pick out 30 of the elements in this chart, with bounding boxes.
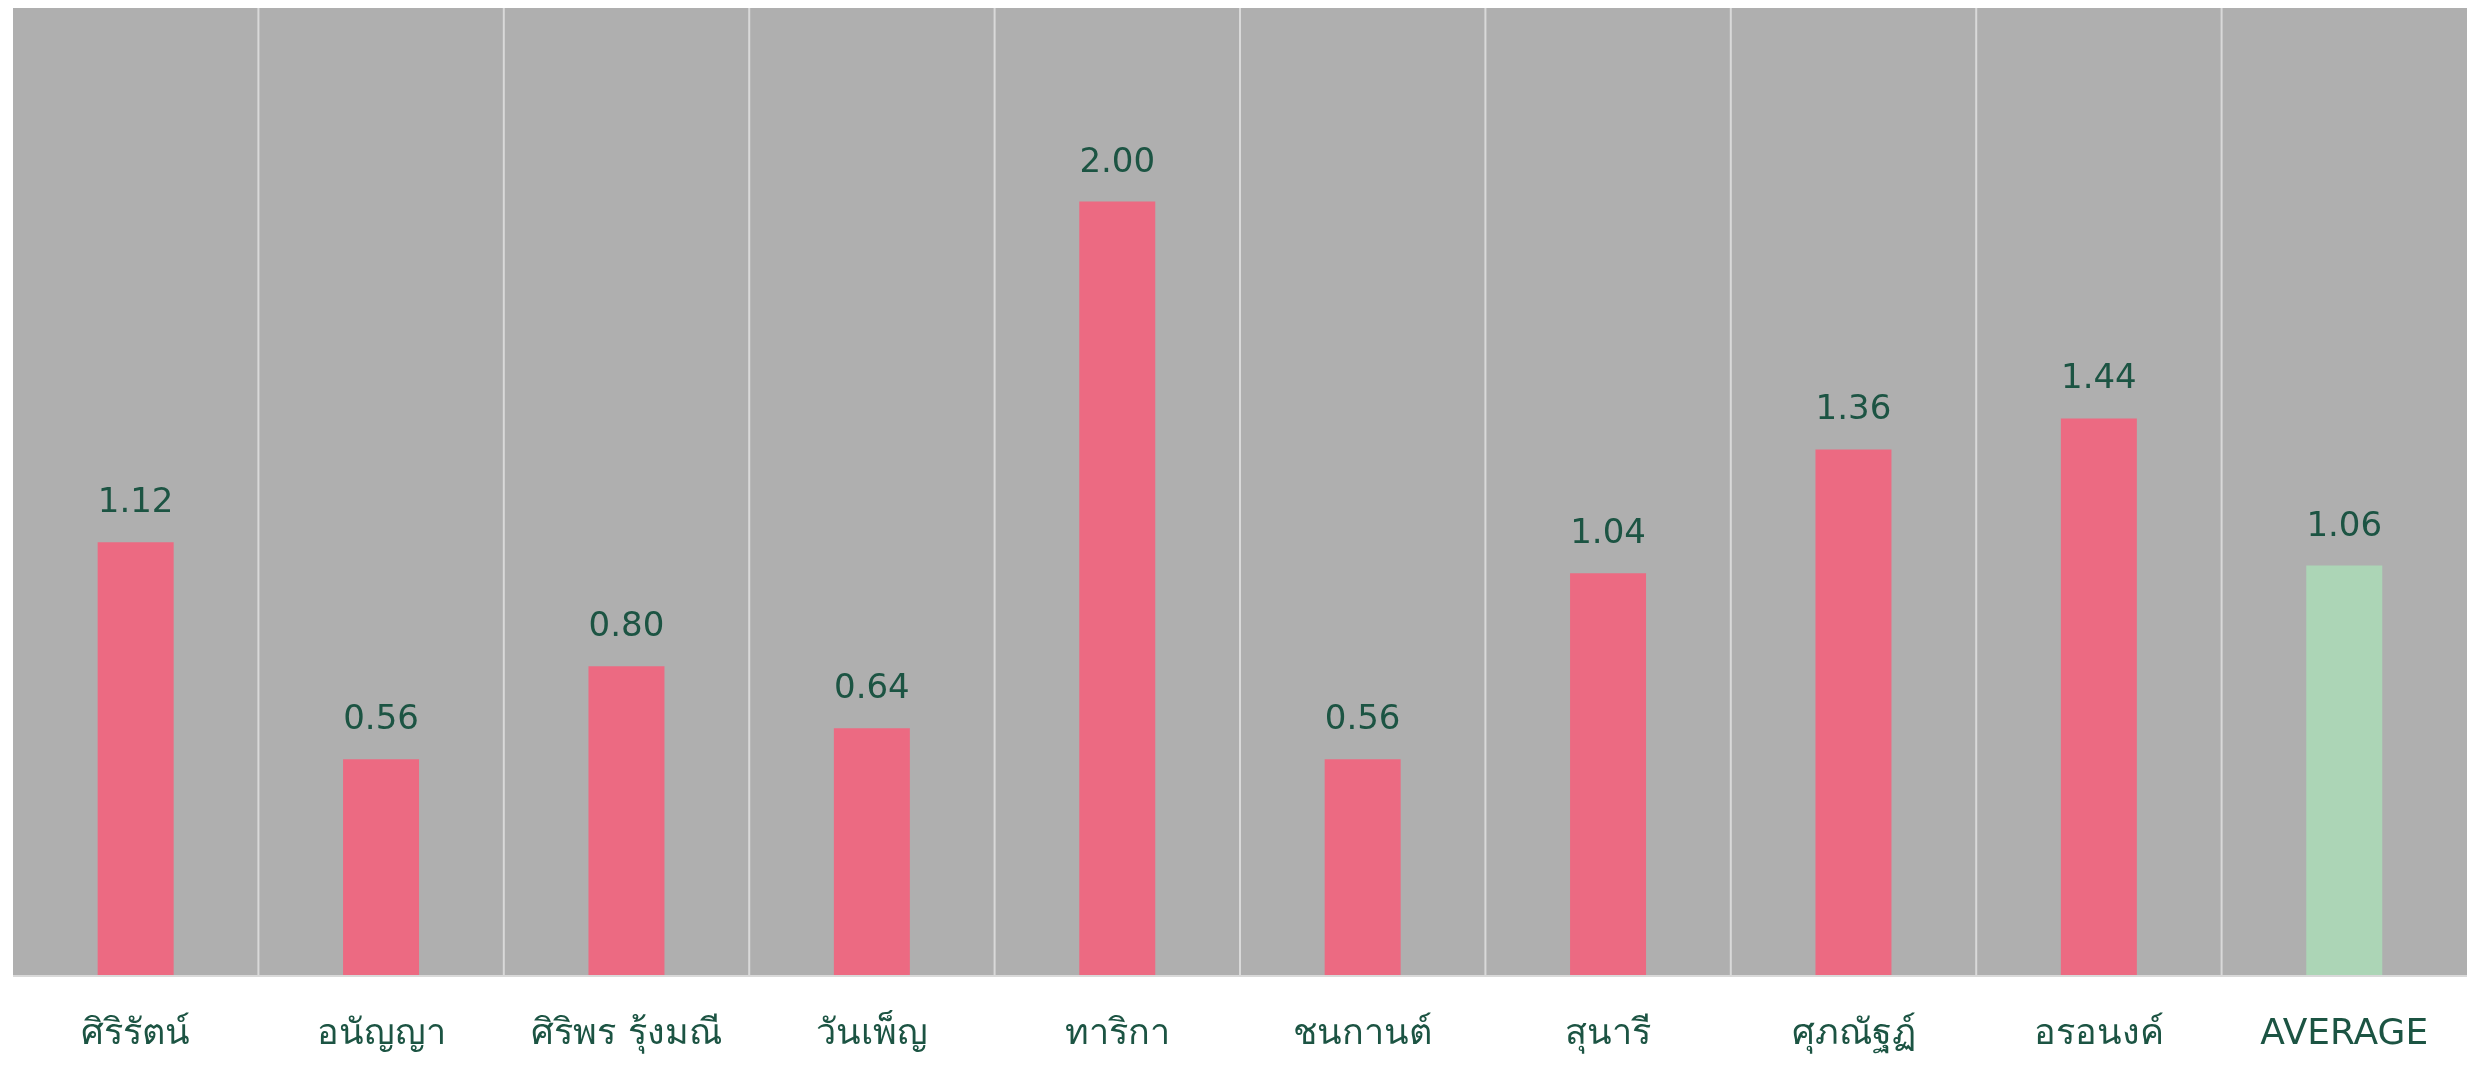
x-tick-label: ชนกานต์ <box>1293 1010 1433 1052</box>
bar <box>588 666 665 976</box>
bar <box>1570 573 1647 976</box>
data-label: 0.80 <box>588 604 665 645</box>
data-label: 0.64 <box>834 666 910 707</box>
data-label: 1.04 <box>1570 511 1646 552</box>
bar <box>2306 565 2383 976</box>
data-label: 1.12 <box>97 480 174 521</box>
bar <box>1324 759 1401 976</box>
bar <box>1815 449 1892 976</box>
data-label: 2.00 <box>1079 139 1156 180</box>
bar <box>2060 418 2137 976</box>
data-label: 1.36 <box>1815 387 1892 428</box>
x-tick-label: อรอนงค์ <box>2033 1010 2164 1052</box>
data-label: 0.56 <box>343 697 419 738</box>
x-tick-label: สุนารี <box>1565 1010 1652 1054</box>
data-label: 0.56 <box>1324 697 1401 738</box>
x-tick-label: ทาริกา <box>1064 1010 1170 1052</box>
bar <box>1079 201 1156 976</box>
data-label: 1.06 <box>2306 503 2383 544</box>
x-tick-label: AVERAGE <box>2260 1010 2429 1052</box>
bar <box>833 728 910 976</box>
x-tick-label: ศุภณัฐฏ์ <box>1791 1010 1916 1054</box>
data-label: 1.44 <box>2061 356 2137 397</box>
bar <box>97 542 174 976</box>
x-tick-label: ศิริรัตน์ <box>81 1010 191 1052</box>
x-tick-label: ศิริพร รุ้งมณี <box>531 1010 722 1054</box>
x-tick-label: วันเพ็ญ <box>815 1008 928 1052</box>
x-tick-label: อนัญญา <box>316 1010 446 1052</box>
bar <box>343 759 420 976</box>
